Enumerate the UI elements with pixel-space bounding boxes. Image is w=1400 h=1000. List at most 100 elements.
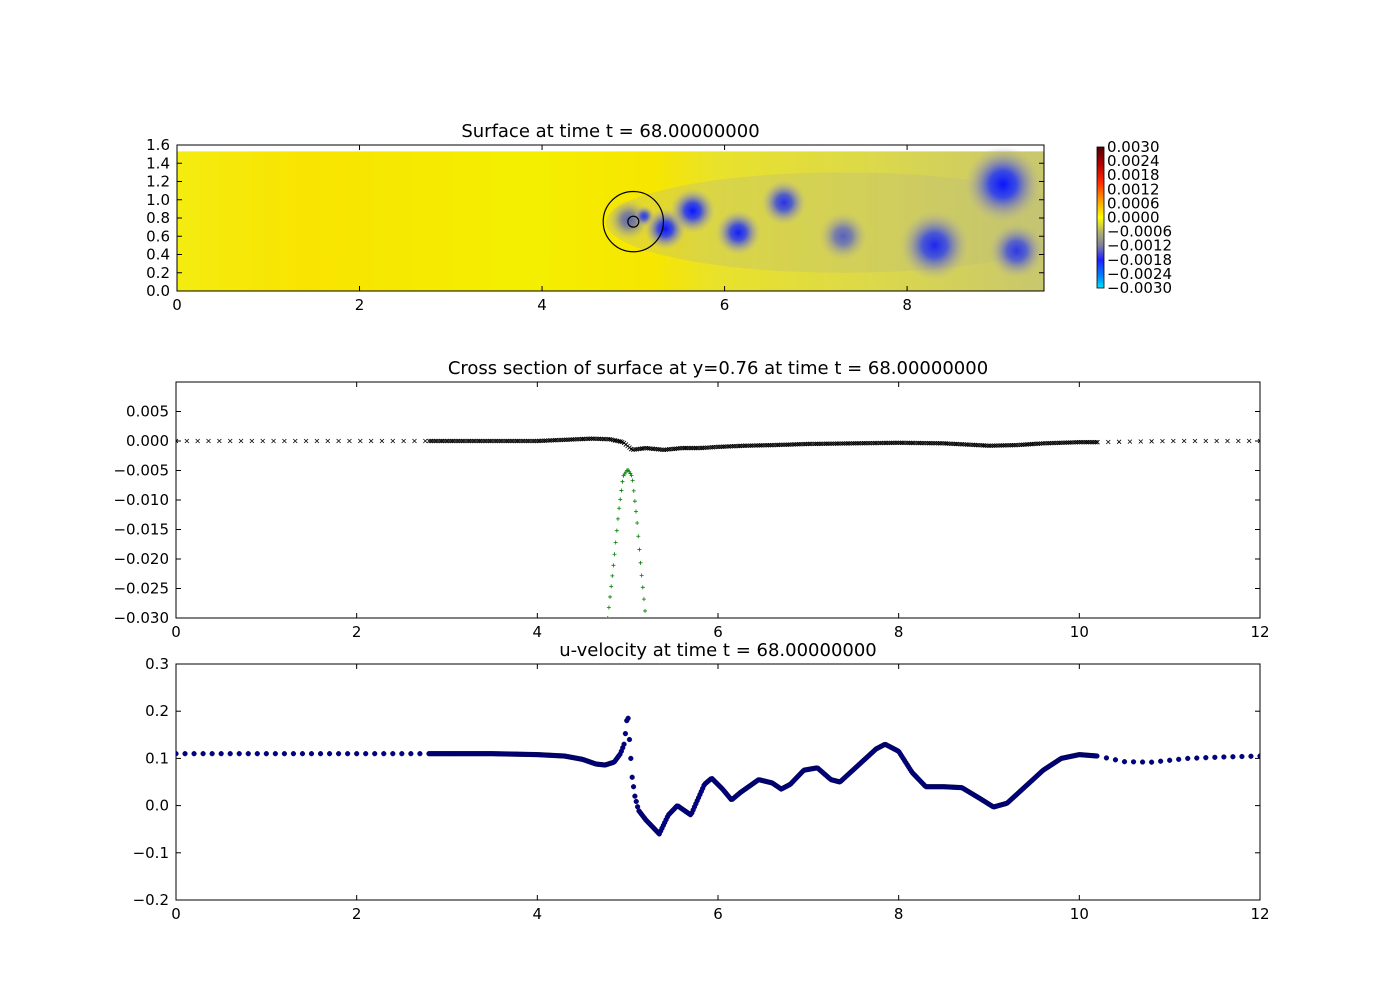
surface-point (737, 443, 742, 449)
bottom-point (615, 516, 620, 521)
bottom-point (629, 473, 634, 478)
surface-point (638, 446, 643, 452)
surface-point (735, 443, 741, 449)
bottom-point (606, 605, 611, 610)
surface-point (791, 442, 797, 447)
surface-point (390, 438, 396, 444)
surface-point (282, 438, 287, 444)
surface-point (746, 443, 751, 448)
surface-point (1024, 442, 1030, 447)
surface-point (1008, 442, 1013, 448)
bottom-point (635, 521, 640, 526)
surface-point (482, 438, 488, 444)
surface-point (713, 444, 719, 450)
surface-point (582, 436, 587, 442)
heatmap-area (177, 146, 1044, 291)
cross-section-panel: 0 2 4 6 8 10 12 −0.030 −0.025 −0.020 −0.015 −0.010 −… (113, 358, 1269, 641)
u-velocity-point (632, 793, 638, 799)
surface-point (692, 445, 697, 451)
x-tick-label: 0 (171, 623, 181, 641)
surface-point (448, 438, 453, 444)
surface-point (544, 438, 549, 443)
surface-point (952, 441, 957, 447)
surface-point (641, 446, 647, 451)
surface-point (522, 438, 527, 444)
u-velocity-point (299, 751, 306, 757)
surface-series (176, 436, 1260, 453)
surface-point (249, 438, 255, 444)
surface-point (1033, 441, 1039, 447)
surface-point (853, 441, 858, 446)
u-velocity-point (272, 751, 278, 757)
surface-point (357, 438, 363, 444)
surface-depression (988, 223, 1044, 279)
surface-point (894, 440, 900, 446)
surface-point (750, 443, 755, 448)
surface-point (516, 438, 522, 444)
surface-point (701, 445, 706, 451)
x-tick-label: 6 (713, 623, 723, 641)
u-velocity-point (1167, 757, 1173, 763)
bottom-point (636, 534, 641, 539)
u-velocity-point (1139, 759, 1146, 765)
surface-point (880, 440, 885, 446)
surface-point (479, 438, 484, 444)
surface-point (771, 442, 777, 448)
u-velocity-point (1158, 758, 1164, 764)
surface-point (535, 438, 540, 444)
u-velocity-point (1230, 754, 1236, 760)
surface-point (495, 438, 500, 444)
u-velocity-point (354, 751, 360, 757)
surface-point (675, 446, 681, 451)
surface-point (1257, 438, 1260, 444)
colorbar-tick-label: −0.0012 (1107, 237, 1172, 255)
surface-point (1149, 439, 1154, 444)
surface-point (1012, 442, 1017, 448)
colorbar-tick-label: 0.0012 (1107, 180, 1160, 198)
surface-point (679, 445, 685, 451)
colorbar-tick-label: 0.0024 (1107, 152, 1160, 170)
surface-point (909, 440, 914, 446)
surface-point (423, 438, 428, 444)
bottom-point (639, 573, 644, 578)
u-velocity-point (630, 784, 637, 790)
surface-point (553, 437, 558, 443)
surface-point (910, 440, 916, 446)
surface-point (744, 443, 750, 448)
surface-point (1087, 439, 1093, 445)
surface-point (1246, 438, 1252, 444)
surface-point (968, 442, 974, 448)
x-tick-label: 4 (533, 905, 543, 923)
colorbar-tick-label: 0.0006 (1107, 194, 1160, 212)
y-tick-label: −0.1 (133, 844, 169, 862)
surface-point (531, 438, 537, 444)
surface-point (1010, 442, 1015, 448)
surface-point (824, 441, 829, 446)
x-tick-label: 10 (1070, 905, 1089, 923)
u-velocity-point (1148, 759, 1155, 765)
surface-point (1058, 440, 1064, 446)
surface-point (923, 440, 929, 446)
bottom-series (605, 468, 648, 618)
surface-point (1105, 439, 1111, 445)
surface-point (769, 442, 775, 448)
bottom-point (618, 497, 623, 502)
surface-point (195, 438, 200, 444)
surface-point (715, 444, 721, 450)
surface-point (965, 442, 970, 447)
surface-point (993, 443, 999, 448)
surface-point (401, 438, 406, 444)
surface-point (712, 444, 717, 450)
surface-point (227, 438, 233, 444)
surface-point (1019, 442, 1024, 448)
u-velocity-point (281, 751, 288, 757)
surface-point (858, 440, 864, 446)
surface-depression (964, 146, 1042, 223)
axes-frame (176, 144, 1045, 292)
surface-point (726, 444, 732, 449)
y-tick-label: 0.005 (126, 403, 169, 421)
bottom-point (637, 547, 642, 552)
surface-point (643, 445, 649, 451)
surface-point (670, 446, 676, 452)
